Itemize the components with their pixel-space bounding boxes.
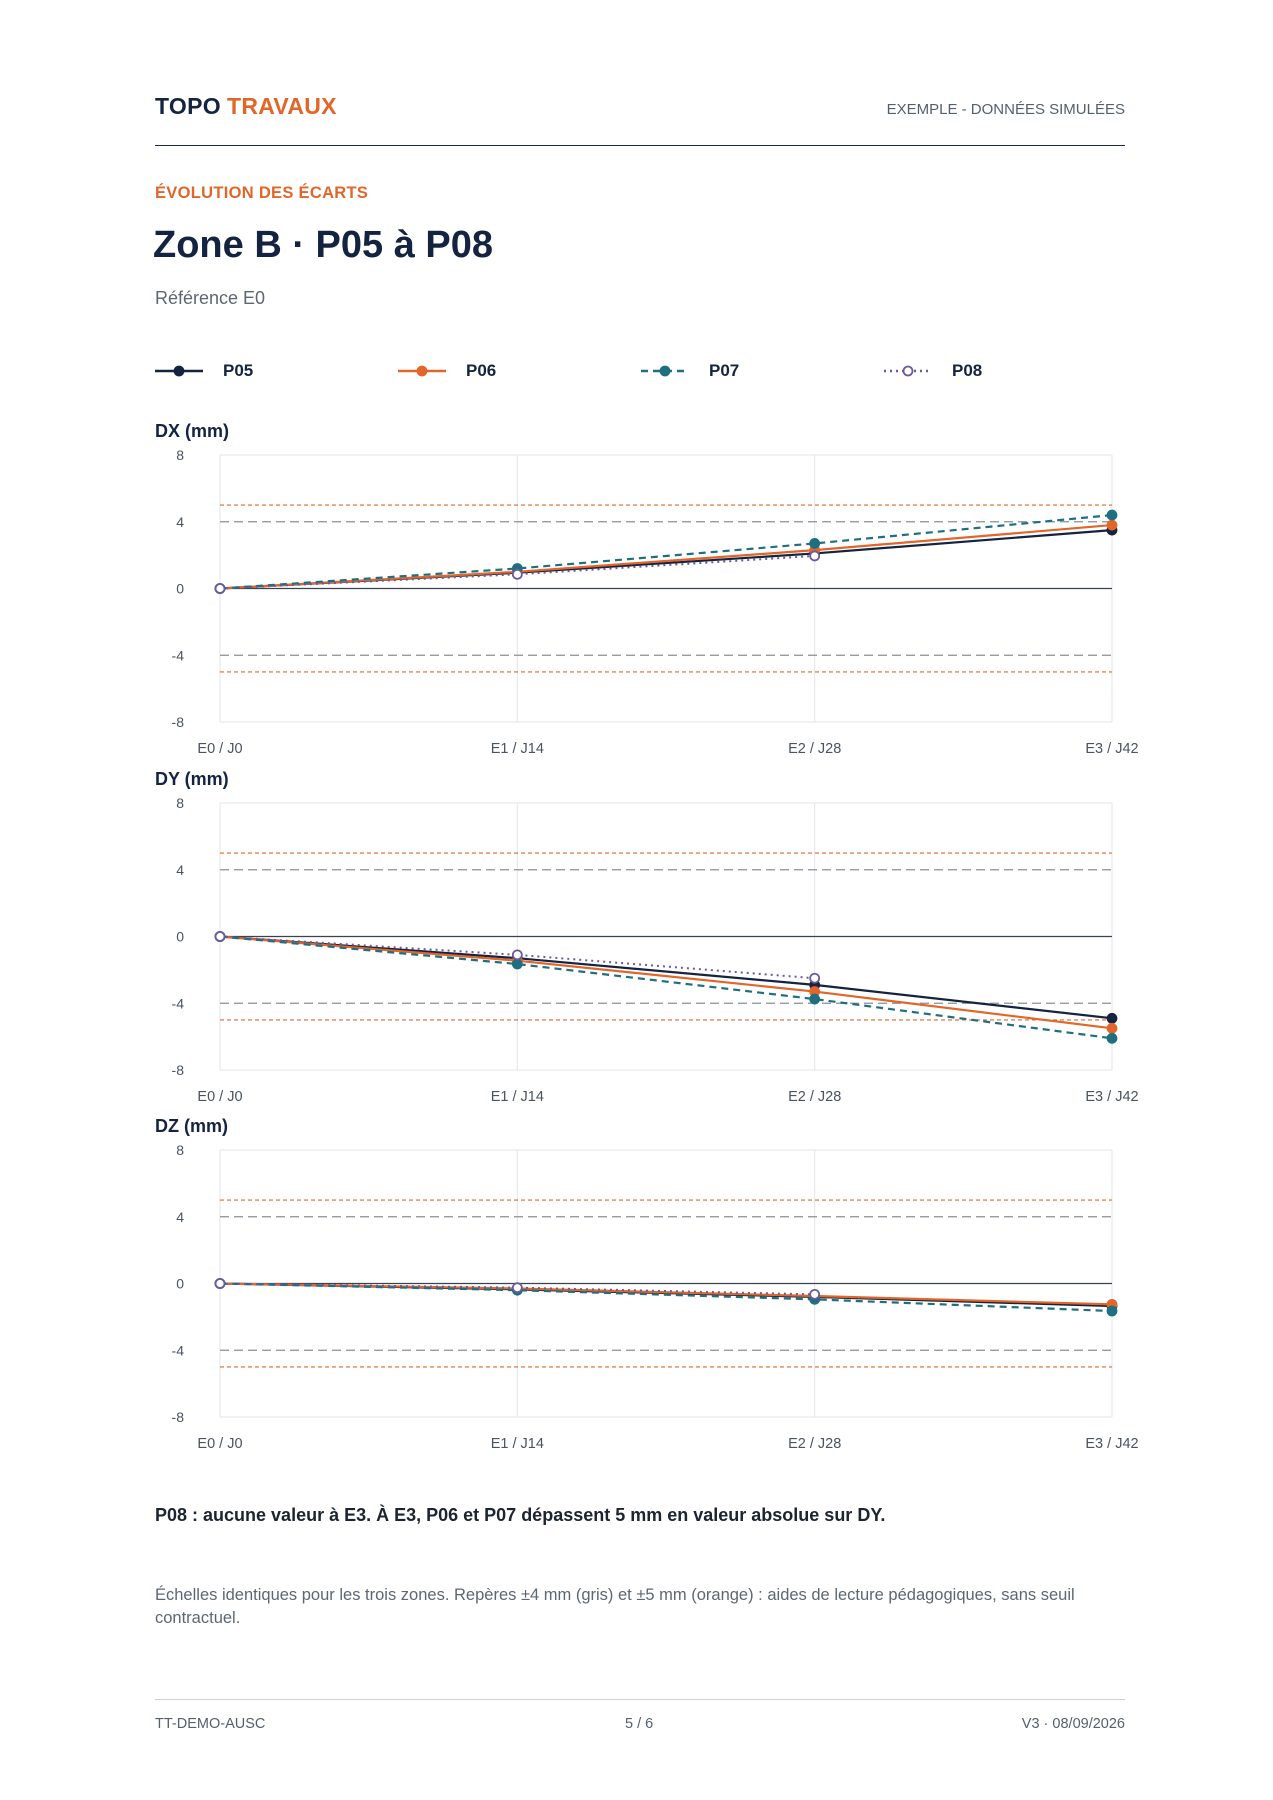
legend-swatch-p07 bbox=[641, 365, 689, 377]
series-line-p06 bbox=[219, 935, 1113, 1030]
chart-dz: 8 4 0 -4 -8 E0 / J0 E1 / J14 E2 / J28 E3 / J42 bbox=[172, 1142, 1139, 1452]
x-tick-label: E2 / J28 bbox=[788, 741, 841, 757]
series-line-p07 bbox=[219, 935, 1113, 1040]
x-tick-label: E1 / J14 bbox=[491, 741, 544, 757]
footer-version-date: V3 · 08/09/2026 bbox=[1021, 1716, 1125, 1732]
data-point-p08 bbox=[511, 1282, 523, 1294]
legend-item-p05: P05 bbox=[155, 358, 253, 384]
data-point-p07 bbox=[1106, 509, 1118, 521]
legend-swatch-p08 bbox=[884, 365, 932, 377]
x-tick-label: E0 / J0 bbox=[197, 1089, 242, 1105]
legend-swatch-p05 bbox=[155, 365, 203, 377]
chart-title-dz: DZ (mm) bbox=[155, 1116, 228, 1136]
chart-dy: 8 4 0 -4 -8 E0 / J0 E1 / J14 E2 / J28 E3 / J42 bbox=[172, 795, 1139, 1105]
legend-label-p06: P06 bbox=[466, 361, 497, 380]
x-tick-label: E3 / J42 bbox=[1085, 741, 1138, 757]
y-tick-label: 0 bbox=[176, 581, 184, 597]
legend-label-p05: P05 bbox=[223, 361, 254, 380]
simulated-data-badge: EXEMPLE - DONNÉES SIMULÉES bbox=[886, 101, 1125, 118]
observation-note: P08 : aucune valeur à E3. À E3, P06 et P… bbox=[155, 1505, 886, 1525]
data-point-p08 bbox=[809, 1288, 821, 1300]
brand-part-topo: TOPO bbox=[155, 93, 221, 119]
data-point-p06 bbox=[1106, 519, 1118, 531]
y-tick-label: 8 bbox=[176, 795, 184, 811]
y-tick-label: -8 bbox=[172, 1409, 185, 1425]
data-point-p08 bbox=[214, 1278, 226, 1289]
footer-divider bbox=[155, 1699, 1125, 1700]
legend-item-p08: P08 bbox=[884, 358, 982, 384]
chart-title-dy: DY (mm) bbox=[155, 769, 229, 789]
chart-title-dx: DX (mm) bbox=[155, 421, 230, 441]
x-tick-label: E0 / J0 bbox=[197, 741, 242, 757]
footer-page-number: 5 / 6 bbox=[625, 1716, 654, 1732]
scale-caption: Échelles identiques pour les trois zones… bbox=[155, 1586, 1075, 1627]
x-tick-label: E2 / J28 bbox=[788, 1436, 841, 1452]
x-tick-label: E2 / J28 bbox=[788, 1089, 841, 1105]
data-point-p08 bbox=[214, 583, 226, 594]
series-line-p06 bbox=[219, 523, 1113, 590]
x-tick-label: E3 / J42 bbox=[1085, 1436, 1138, 1452]
y-tick-label: 4 bbox=[176, 862, 184, 878]
brand-logo: TOPO TRAVAUX bbox=[155, 93, 337, 120]
data-point-p06 bbox=[1106, 1022, 1118, 1034]
footer-document-id: TT-DEMO-AUSC bbox=[155, 1716, 266, 1732]
section-kicker: ÉVOLUTION DES ÉCARTS bbox=[155, 184, 369, 202]
y-tick-label: 0 bbox=[176, 929, 184, 945]
x-tick-label: E0 / J0 bbox=[197, 1436, 242, 1452]
data-point-p08 bbox=[809, 972, 821, 984]
legend-label-p08: P08 bbox=[952, 361, 983, 380]
y-tick-label: 8 bbox=[176, 447, 184, 463]
data-point-p08 bbox=[809, 550, 821, 562]
data-point-p07 bbox=[1106, 1305, 1118, 1317]
data-point-p08 bbox=[511, 949, 523, 961]
y-tick-label: 0 bbox=[176, 1276, 184, 1292]
chart-legend: P05 P06 P07 P08 bbox=[155, 358, 1125, 384]
data-point-p07 bbox=[1106, 1032, 1118, 1044]
y-tick-label: -4 bbox=[172, 1342, 185, 1358]
y-tick-label: 4 bbox=[176, 514, 184, 530]
legend-item-p06: P06 bbox=[398, 358, 496, 384]
data-point-p07 bbox=[809, 538, 821, 549]
x-tick-label: E1 / J14 bbox=[491, 1089, 544, 1105]
y-tick-label: -4 bbox=[172, 995, 185, 1011]
x-tick-label: E3 / J42 bbox=[1085, 1089, 1138, 1105]
y-tick-label: 8 bbox=[176, 1142, 184, 1158]
y-tick-label: -4 bbox=[172, 647, 185, 663]
chart-dx: 8 4 0 -4 -8 E0 / J0 E1 / J14 E2 / J28 E3 / J42 bbox=[172, 447, 1139, 757]
data-point-p05 bbox=[1106, 1012, 1118, 1024]
page-subtitle: Référence E0 bbox=[155, 288, 266, 308]
data-point-p08 bbox=[214, 931, 226, 942]
legend-label-p07: P07 bbox=[709, 361, 740, 380]
series-line-p07 bbox=[219, 1282, 1113, 1313]
legend-swatch-p06 bbox=[398, 365, 446, 377]
data-point-p07 bbox=[809, 993, 821, 1005]
y-tick-label: -8 bbox=[172, 1062, 185, 1078]
page-title: Zone B · P05 à P08 bbox=[153, 224, 494, 266]
data-point-p08 bbox=[511, 568, 523, 580]
legend-item-p07: P07 bbox=[641, 358, 739, 384]
y-tick-label: 4 bbox=[176, 1209, 184, 1225]
y-tick-label: -8 bbox=[172, 714, 185, 730]
brand-part-travaux: TRAVAUX bbox=[226, 93, 337, 119]
header-divider bbox=[155, 145, 1125, 146]
data-point-p07 bbox=[511, 958, 523, 970]
x-tick-label: E1 / J14 bbox=[491, 1436, 544, 1452]
series-line-p05 bbox=[219, 935, 1113, 1020]
series-line-p07 bbox=[219, 513, 1113, 590]
